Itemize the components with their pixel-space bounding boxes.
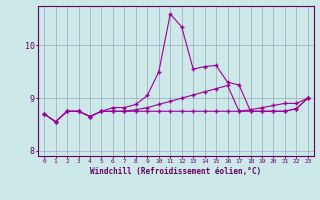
X-axis label: Windchill (Refroidissement éolien,°C): Windchill (Refroidissement éolien,°C) [91, 167, 261, 176]
